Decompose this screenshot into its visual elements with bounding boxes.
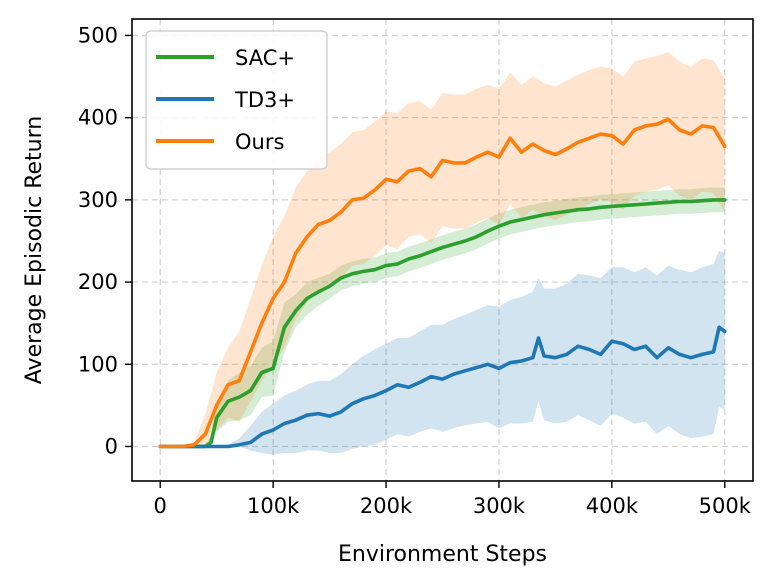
y-tick-label: 300 [78,188,118,212]
y-axis-ticks: 0 100 200 300 400 500 [78,23,132,458]
legend-box [145,30,328,170]
legend: SAC+ TD3+ Ours [145,30,328,170]
y-tick-label: 0 [105,434,118,458]
x-tick-label: 0 [154,494,167,518]
line-td3 [158,325,727,449]
x-tick-label: 100k [247,494,300,518]
legend-label-sac: SAC+ [235,46,295,70]
x-tick-label: 300k [473,494,526,518]
x-tick-label: 500k [699,494,752,518]
series-lines [158,117,727,449]
y-tick-label: 200 [78,270,118,294]
line-sac [158,198,727,449]
axes-frame [131,18,754,482]
y-tick-label: 100 [78,352,118,376]
x-tick-label: 200k [360,494,413,518]
x-tick-label: 400k [586,494,639,518]
y-axis-label: Average Episodic Return [22,116,47,384]
band-ours [160,51,725,447]
y-tick-label: 500 [78,23,118,47]
legend-label-ours: Ours [235,130,284,154]
legend-label-td3: TD3+ [234,88,295,112]
y-tick-label: 400 [78,106,118,130]
x-axis-label: Environment Steps [338,542,547,567]
line-ours [158,117,727,449]
band-td3 [160,250,725,455]
x-axis-ticks: 0 100k 200k 300k 400k 500k [154,481,752,518]
